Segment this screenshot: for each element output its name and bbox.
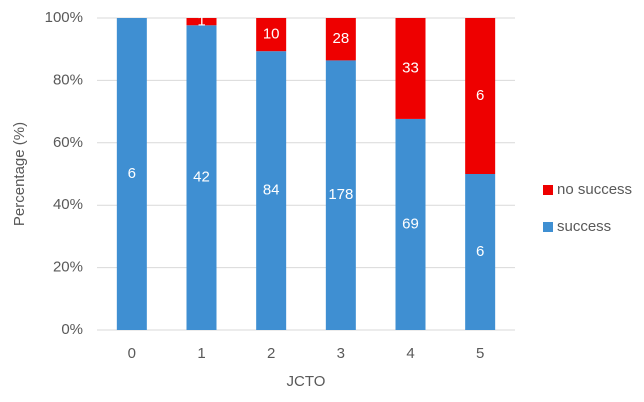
legend-label: no success <box>557 181 632 198</box>
y-tick-label: 60% <box>53 134 83 151</box>
x-tick-label: 3 <box>337 345 345 362</box>
legend-swatch <box>543 222 553 232</box>
y-tick-label: 40% <box>53 196 83 213</box>
x-axis-title: JCTO <box>287 373 326 390</box>
data-label: 6 <box>476 243 484 260</box>
y-tick-label: 0% <box>61 321 83 338</box>
data-label: 1 <box>197 13 205 30</box>
data-label: 84 <box>263 182 280 199</box>
data-label: 6 <box>128 165 136 182</box>
bar-segment <box>465 18 496 174</box>
bar-segment <box>186 25 217 331</box>
x-tick-label: 1 <box>197 345 205 362</box>
y-axis-title: Percentage (%) <box>11 122 28 226</box>
data-label: 42 <box>193 169 210 186</box>
bar-segment <box>256 18 287 52</box>
bar-segment <box>116 18 147 330</box>
x-tick-label: 4 <box>406 345 414 362</box>
y-tick-label: 80% <box>53 71 83 88</box>
x-tick-label: 0 <box>128 345 136 362</box>
data-label: 28 <box>332 30 349 47</box>
data-label: 69 <box>402 215 419 232</box>
y-tick-label: 100% <box>45 9 83 26</box>
y-tick-label: 20% <box>53 259 83 276</box>
bar-segment <box>465 174 496 330</box>
data-label: 178 <box>328 186 353 203</box>
bar-segment <box>325 18 356 61</box>
bar-segment <box>256 51 287 330</box>
data-label: 33 <box>402 59 419 76</box>
legend-swatch <box>543 185 553 195</box>
data-label: 6 <box>476 87 484 104</box>
x-tick-label: 5 <box>476 345 484 362</box>
legend-label: success <box>557 218 611 235</box>
data-label: 10 <box>263 26 280 43</box>
bar-segment <box>186 18 217 26</box>
bar-segment <box>395 118 426 330</box>
bar-segment <box>325 60 356 331</box>
x-tick-label: 2 <box>267 345 275 362</box>
bar-segment <box>395 18 426 119</box>
